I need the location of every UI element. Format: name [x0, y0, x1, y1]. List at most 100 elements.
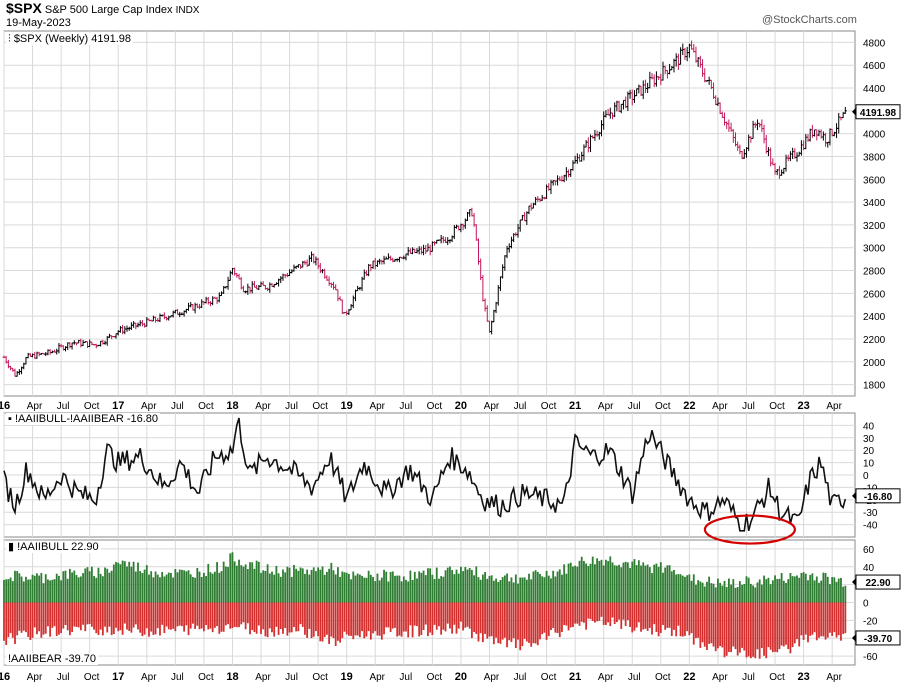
x-tick-label-bottom: 17 [112, 671, 124, 683]
x-tick-label-bottom: Apr [141, 672, 157, 683]
bear-bar [435, 602, 438, 630]
bear-bar [657, 602, 660, 637]
bear-bar [769, 602, 772, 650]
bull-bar [53, 579, 56, 603]
bear-bar [756, 602, 759, 650]
bear-bar [589, 602, 592, 620]
bear-bar [659, 602, 662, 633]
bull-bar [163, 576, 166, 603]
bear-bar [266, 602, 269, 638]
price-legend: ⫶ $SPX (Weekly) 4191.98 [6, 33, 134, 45]
y-tick-label: 3400 [863, 198, 886, 209]
bull-bar [442, 576, 445, 603]
bear-bar [747, 602, 750, 657]
bear-bar [95, 602, 98, 634]
bear-bar [418, 602, 421, 637]
bull-bar [350, 579, 352, 603]
bull-bar [192, 577, 194, 603]
bull-bar [558, 569, 561, 603]
bull-bar [29, 579, 32, 603]
bear-bar [804, 602, 807, 635]
bear-bar [615, 602, 618, 623]
bull-bar [501, 577, 504, 603]
bear-bar [178, 602, 181, 626]
bull-bar [288, 567, 291, 603]
bear-bar [574, 602, 577, 624]
bear-bar [490, 602, 493, 637]
bull-bar [721, 585, 724, 603]
bear-bar [723, 602, 726, 658]
x-tick-label-bottom: Oct [312, 672, 328, 683]
bull-bar [550, 578, 552, 603]
bear-bar [148, 602, 150, 637]
bear-bar [618, 602, 620, 620]
bull-bar [642, 562, 645, 603]
bear-bar [774, 602, 776, 652]
bull-bar [688, 574, 691, 603]
x-tick-label-bottom: Apr [369, 672, 385, 683]
bull-bar [470, 569, 473, 603]
bear-bar [97, 602, 100, 636]
bear-bar [295, 602, 298, 632]
bull-bar [730, 584, 733, 603]
bear-bar [20, 602, 23, 633]
bull-bar [508, 581, 511, 603]
bull-bar [49, 580, 52, 603]
bear-bar [596, 602, 599, 622]
bull-bar [420, 572, 423, 603]
bull-bar [539, 573, 541, 603]
y-tick-label: 1800 [863, 381, 886, 392]
bull-bar [703, 586, 706, 603]
bull-bar [723, 580, 726, 603]
bull-bar [356, 573, 359, 603]
bull-bar [829, 584, 831, 603]
bull-bar [842, 586, 845, 603]
bull-bar [637, 560, 640, 603]
bear-bar [523, 602, 526, 639]
bear-bar [736, 602, 739, 656]
bear-bar [330, 602, 333, 637]
bear-bar [563, 602, 566, 626]
bull-bar [789, 573, 792, 603]
bear-bar [587, 602, 590, 619]
bull-bar [774, 575, 776, 603]
index-name: S&P 500 Large Cap Index [44, 4, 173, 16]
bear-bar [176, 602, 179, 627]
x-tick-label-bottom: Oct [198, 672, 214, 683]
bear-bar [728, 602, 730, 652]
bull-bar [22, 581, 25, 603]
bull-bar [31, 574, 34, 603]
bear-bar [31, 602, 34, 638]
bull-bar [422, 570, 425, 603]
bull-bar [132, 561, 135, 603]
bull-bar [97, 567, 100, 603]
bull-bar [477, 577, 480, 603]
bear-bar [128, 602, 131, 631]
bull-bar [352, 571, 355, 603]
symbol: $SPX [6, 0, 42, 16]
bull-bar [618, 564, 620, 603]
bear-bar [36, 602, 38, 635]
x-tick-label-bottom: Jul [57, 672, 70, 683]
bear-bar [609, 602, 612, 627]
bear-bar [517, 602, 519, 640]
bear-bar [290, 602, 293, 633]
bull-bar [455, 569, 458, 603]
bull-bar [387, 581, 390, 603]
bear-bar [673, 602, 675, 630]
bull-bar [99, 573, 102, 603]
bull-bar [104, 567, 106, 603]
bear-bar [181, 602, 183, 627]
bull-bar [222, 561, 225, 603]
bear-bar [525, 602, 528, 642]
bear-bar [670, 602, 673, 636]
bull-bar [510, 577, 513, 603]
bear-bar [301, 602, 304, 627]
bear-bar [90, 602, 93, 627]
bear-bar [446, 602, 449, 624]
bull-bar [238, 559, 240, 603]
bull-bar [40, 572, 43, 603]
bear-bar [640, 602, 642, 632]
bull-bar [413, 571, 416, 603]
bull-bar [418, 571, 421, 603]
